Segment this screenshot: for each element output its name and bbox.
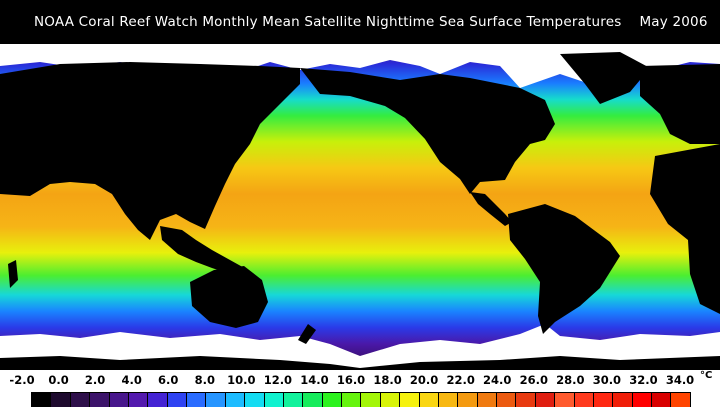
colorbar-swatch [379,393,400,407]
colorbar-tick-label: 6.0 [158,373,179,387]
colorbar-tick-label: -2.0 [9,373,35,387]
colorbar-tick-label: 4.0 [121,373,142,387]
north-america [300,68,555,194]
sea-surface-temperature-map [0,44,720,370]
colorbar-tick-label: 32.0 [629,373,658,387]
colorbar-tick-label: 34.0 [665,373,695,387]
madagascar [8,260,18,288]
colorbar-swatch [302,393,322,407]
antarctica [0,356,720,370]
colorbar-swatch [457,393,477,407]
colorbar-swatch [166,393,186,407]
colorbar-swatch [282,393,303,407]
south-america [508,204,620,334]
map-title: NOAA Coral Reef Watch Monthly Mean Satel… [0,0,720,44]
colorbar-swatch [224,393,245,407]
australia [190,266,268,328]
new-zealand [298,324,316,344]
colorbar-swatch [69,393,90,407]
indonesia [160,226,248,274]
greenland [560,52,650,104]
colorbar-swatch [534,393,555,407]
colorbar-swatch [573,393,593,407]
africa [650,144,720,314]
colorbar-swatch [244,393,264,407]
colorbar-swatch [496,393,516,407]
colorbar-swatch [592,393,613,407]
colorbar-swatch [321,393,341,407]
colorbar-tick-label: 12.0 [263,373,293,387]
colorbar-swatch [263,393,283,407]
colorbar-swatch [515,393,535,407]
colorbar-swatch [360,393,380,407]
colorbar-swatch [554,393,574,407]
europe [640,64,720,144]
colorbar-tick-label: 10.0 [227,373,256,387]
colorbar-tick-label: 16.0 [336,373,366,387]
colorbar-swatch [651,393,671,407]
colorbar-tick-label: 8.0 [194,373,215,387]
colorbar-tick-label: 26.0 [519,373,548,387]
colorbar-swatch [127,393,148,407]
colorbar-swatch [670,393,691,407]
colorbar-swatch [437,393,458,407]
colorbar-swatch [147,393,167,407]
colorbar-tick-label: 30.0 [592,373,622,387]
colorbar-swatch [186,393,206,407]
colorbar-swatch [50,393,70,407]
japan [226,124,245,164]
colorbar-tick-label: 24.0 [483,373,512,387]
colorbar-swatch [341,393,361,407]
colorbar-labels: -2.0 0.0 2.0 4.0 6.0 8.0 10.0 12.0 14.0 16.0 18.0 2… [0,370,720,391]
colorbar-tick-label: 28.0 [556,373,585,387]
colorbar-tick-label: 18.0 [373,373,402,387]
colorbar-swatch [399,393,419,407]
central-america [470,192,512,226]
colorbar-tick-label: 0.0 [48,373,69,387]
colorbar-swatch [31,393,51,407]
colorbar-swatch [612,393,632,407]
colorbar-unit: °C [700,370,713,381]
colorbar-swatch [418,393,438,407]
arctic-ice [0,44,720,88]
colorbar-swatch [89,393,109,407]
colorbar-tick-label: 22.0 [446,373,475,387]
colorbar-swatch [205,393,225,407]
colorbar-tick-label: 20.0 [409,373,439,387]
colorbar-swatch [108,393,128,407]
colorbar-tick-label: 2.0 [84,373,106,387]
eurasia [0,62,300,240]
colorbar-swatch [631,393,651,407]
colorbar-tick-label: 14.0 [300,373,329,387]
colorbar-swatch [476,393,496,407]
temperature-colorbar [31,392,691,407]
